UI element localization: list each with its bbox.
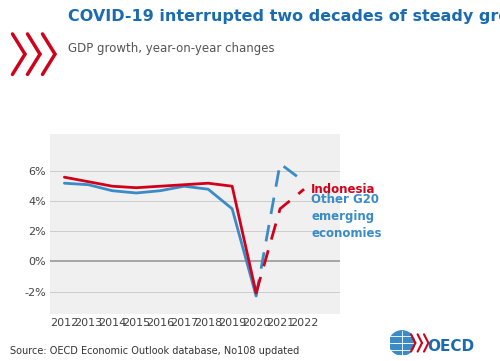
Text: Other G20
emerging
economies: Other G20 emerging economies <box>311 193 382 240</box>
Text: COVID-19 interrupted two decades of steady growth: COVID-19 interrupted two decades of stea… <box>68 9 500 24</box>
Text: GDP growth, year-on-year changes: GDP growth, year-on-year changes <box>68 42 274 55</box>
Circle shape <box>390 331 414 355</box>
Text: Indonesia: Indonesia <box>311 183 376 196</box>
Text: OECD: OECD <box>428 339 474 354</box>
Text: Source: OECD Economic Outlook database, No108 updated: Source: OECD Economic Outlook database, … <box>10 345 299 356</box>
